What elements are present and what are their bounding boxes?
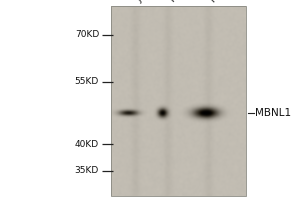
Text: MBNL1: MBNL1 (255, 108, 291, 118)
Text: MCF7: MCF7 (208, 0, 232, 4)
Text: 55KD: 55KD (75, 77, 99, 86)
Text: 40KD: 40KD (75, 140, 99, 149)
Text: HepG2: HepG2 (168, 0, 196, 4)
Text: 70KD: 70KD (75, 30, 99, 39)
Text: Jurkat: Jurkat (135, 0, 160, 4)
Bar (111, 6, 246, 196)
Text: 35KD: 35KD (75, 166, 99, 175)
